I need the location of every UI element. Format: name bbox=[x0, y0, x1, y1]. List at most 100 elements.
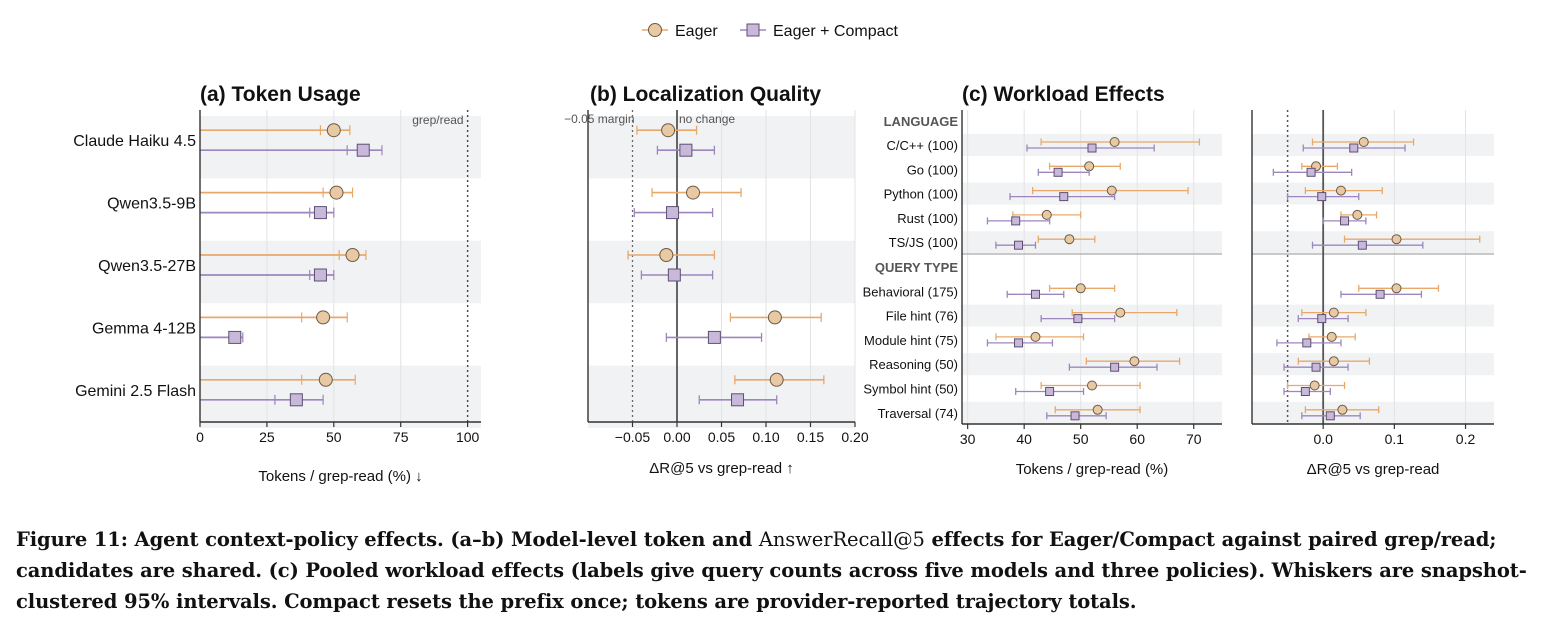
figure-caption: Figure 11: Agent context-policy effects.… bbox=[16, 524, 1540, 617]
point-compact bbox=[313, 268, 327, 282]
group-label-language: LANGUAGE bbox=[884, 114, 959, 129]
point-eager bbox=[326, 123, 341, 138]
x-tick-label: 50 bbox=[326, 429, 342, 445]
point-eager bbox=[1064, 234, 1075, 245]
point-compact bbox=[667, 268, 681, 282]
point-compact bbox=[679, 143, 693, 157]
point-compact bbox=[1059, 192, 1069, 202]
group-label-query-type: QUERY TYPE bbox=[875, 260, 958, 275]
point-eager bbox=[686, 185, 701, 200]
x-tick-label: 0.0 bbox=[1313, 431, 1333, 447]
point-compact bbox=[1325, 411, 1335, 421]
x-tick-label: 40 bbox=[1016, 431, 1032, 447]
point-compact bbox=[1317, 192, 1327, 202]
point-compact bbox=[1317, 314, 1327, 324]
point-compact bbox=[1014, 338, 1024, 348]
caption-part1: Figure 11: Agent context-policy effects.… bbox=[16, 528, 759, 551]
band-shade bbox=[200, 240, 481, 304]
row-shade bbox=[962, 401, 1222, 424]
panel-title: (b) Localization Quality bbox=[590, 83, 821, 106]
category-label: Module hint (75) bbox=[864, 333, 958, 348]
point-eager bbox=[1328, 356, 1339, 367]
point-compact bbox=[313, 206, 327, 220]
point-eager bbox=[1352, 209, 1363, 220]
category-label: Claude Haiku 4.5 bbox=[73, 133, 196, 150]
point-eager bbox=[1326, 331, 1337, 342]
category-label: Traversal (74) bbox=[878, 406, 958, 421]
point-compact bbox=[1030, 289, 1040, 299]
x-tick-label: 30 bbox=[960, 431, 976, 447]
x-axis-label: ΔR@5 vs grep-read ↑ bbox=[649, 460, 793, 477]
legend-compact-label: Eager + Compact bbox=[773, 23, 899, 40]
point-eager bbox=[345, 248, 360, 262]
point-compact bbox=[1306, 167, 1316, 177]
point-eager bbox=[1309, 380, 1320, 391]
point-compact bbox=[1375, 289, 1385, 299]
point-compact bbox=[1349, 143, 1359, 153]
point-eager bbox=[1087, 380, 1097, 391]
x-tick-label: 100 bbox=[456, 429, 480, 445]
x-tick-label: 25 bbox=[259, 429, 275, 445]
point-eager bbox=[1358, 137, 1369, 147]
point-compact bbox=[289, 393, 303, 407]
caption-metric: AnswerRecall@5 bbox=[758, 528, 925, 551]
panel-token-usage: grep/read (a) Token Usage Claude Haiku 4.5… bbox=[73, 83, 481, 485]
panel-localization-quality: −0.05 margin no change (b) Localization Qu… bbox=[564, 83, 869, 477]
legend-eager-marker bbox=[648, 23, 662, 37]
row-shade bbox=[1252, 182, 1494, 205]
point-eager bbox=[1092, 404, 1103, 415]
category-label: Qwen3.5-27B bbox=[98, 258, 196, 275]
figure-canvas: Eager Eager + Compact grep/read (a) Token … bbox=[73, 23, 1494, 485]
panel-workload-delta-recall: 0.0 0.1 0.2 ΔR@5 vs grep-read bbox=[1251, 110, 1494, 478]
point-eager bbox=[1075, 283, 1086, 294]
category-label: Go (100) bbox=[907, 162, 958, 177]
point-eager bbox=[1041, 209, 1052, 220]
point-eager bbox=[1129, 356, 1140, 367]
x-tick-label: 0.15 bbox=[797, 429, 824, 445]
x-tick-label: 0.20 bbox=[841, 429, 868, 445]
legend-compact-marker bbox=[746, 23, 760, 37]
category-label: File hint (76) bbox=[886, 309, 958, 324]
point-compact bbox=[1357, 240, 1367, 250]
point-compact bbox=[1014, 240, 1024, 250]
point-compact bbox=[1070, 411, 1080, 421]
point-eager bbox=[1109, 137, 1120, 147]
x-axis-label: Tokens / grep-read (%) ↓ bbox=[258, 468, 422, 485]
point-eager bbox=[1391, 283, 1402, 294]
category-label: Gemma 4-12B bbox=[92, 320, 196, 337]
category-label: TS/JS (100) bbox=[889, 235, 958, 250]
point-compact bbox=[731, 393, 745, 407]
row-shade bbox=[962, 231, 1222, 254]
point-compact bbox=[707, 330, 721, 344]
band-shade bbox=[200, 365, 481, 428]
point-eager bbox=[1106, 185, 1117, 196]
point-compact bbox=[1053, 167, 1063, 177]
caption-part2: effects for Eager/Compact against paired… bbox=[16, 528, 1527, 613]
x-axis-label: ΔR@5 vs grep-read bbox=[1307, 461, 1440, 478]
point-compact bbox=[1045, 387, 1055, 396]
legend-eager-label: Eager bbox=[675, 23, 718, 40]
category-label: Python (100) bbox=[884, 187, 958, 202]
legend: Eager Eager + Compact bbox=[642, 23, 899, 40]
x-tick-label: 50 bbox=[1073, 431, 1089, 447]
x-tick-label: 60 bbox=[1129, 431, 1145, 447]
point-compact bbox=[1011, 216, 1021, 226]
x-tick-label: 70 bbox=[1186, 431, 1202, 447]
row-shade bbox=[962, 353, 1222, 376]
row-shade bbox=[962, 304, 1222, 327]
x-tick-label: 0.1 bbox=[1385, 431, 1405, 447]
point-compact bbox=[356, 143, 370, 157]
point-eager bbox=[316, 310, 331, 325]
point-compact bbox=[1302, 338, 1312, 348]
band-shade bbox=[200, 116, 481, 179]
point-eager bbox=[1115, 307, 1126, 318]
category-label: Gemini 2.5 Flash bbox=[75, 383, 196, 400]
x-tick-label: 0 bbox=[196, 429, 204, 445]
no-change-annotation: no change bbox=[679, 112, 735, 126]
point-eager bbox=[1030, 331, 1041, 342]
point-compact bbox=[1073, 314, 1083, 324]
point-compact bbox=[1300, 387, 1310, 396]
category-label: Symbol hint (50) bbox=[863, 382, 958, 397]
point-eager bbox=[1335, 185, 1346, 196]
